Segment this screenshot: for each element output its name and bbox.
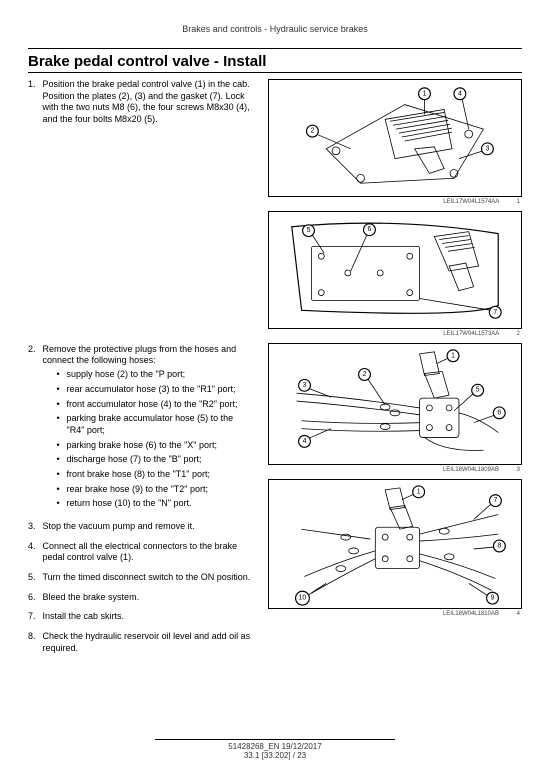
content-area: 1. Position the brake pedal control valv…: [28, 79, 522, 663]
callout-6: 6: [497, 409, 501, 416]
step-text: Install the cab skirts.: [43, 611, 253, 623]
step-num: 3.: [28, 521, 40, 533]
callout-1: 1: [451, 352, 455, 359]
step-4: 4. Connect all the electrical connectors…: [28, 541, 258, 564]
fig-ref: LEIL18W04L1809AB: [443, 467, 499, 473]
page-header: Brakes and controls - Hydraulic service …: [28, 24, 522, 34]
step-1: 1. Position the brake pedal control valv…: [28, 79, 258, 126]
callout-5: 5: [307, 227, 311, 234]
step-text: Connect all the electrical connectors to…: [43, 541, 253, 564]
callout-5: 5: [476, 387, 480, 394]
list-item: front accumulator hose (4) to the "R2" p…: [57, 399, 253, 411]
left-column: 1. Position the brake pedal control valv…: [28, 79, 258, 663]
step-num: 1.: [28, 79, 40, 91]
list-item: parking brake accumulator hose (5) to th…: [57, 413, 253, 436]
page-footer: 51428268_EN 19/12/2017 33.1 [33.202] / 2…: [0, 739, 550, 760]
fig-ref: LEIL17W04L1573AA: [443, 331, 499, 337]
step-num: 5.: [28, 572, 40, 584]
callout-1: 1: [417, 488, 421, 495]
spacer: [28, 134, 258, 344]
step-text: Remove the protective plugs from the hos…: [43, 344, 253, 513]
callout-9: 9: [491, 595, 495, 602]
figure-1-caption: LEIL17W04L1574AA 1: [268, 199, 522, 205]
callout-10: 10: [299, 595, 307, 602]
step-7: 7. Install the cab skirts.: [28, 611, 258, 623]
page-title: Brake pedal control valve - Install: [28, 48, 522, 73]
list-item: parking brake hose (6) to the "X" port;: [57, 440, 253, 452]
footer-line2: 33.1 [33.202] / 23: [0, 751, 550, 760]
callout-4: 4: [303, 438, 307, 445]
figure-2-caption: LEIL17W04L1573AA 2: [268, 331, 522, 337]
step-text: Bleed the brake system.: [43, 592, 253, 604]
figure-1: 1 2 3 4: [268, 79, 522, 197]
list-item: rear brake hose (9) to the "T2" port;: [57, 484, 253, 496]
step-num: 6.: [28, 592, 40, 604]
fig-num: 4: [517, 611, 520, 617]
list-item: front brake hose (8) to the "T1" port;: [57, 469, 253, 481]
callout-3: 3: [303, 382, 307, 389]
footer-line1: 51428268_EN 19/12/2017: [0, 742, 550, 751]
figure-3-caption: LEIL18W04L1809AB 3: [268, 467, 522, 473]
callout-2: 2: [363, 371, 367, 378]
step-3: 3. Stop the vacuum pump and remove it.: [28, 521, 258, 533]
hose-list: supply hose (2) to the "P port; rear acc…: [57, 369, 253, 510]
step-text: Check the hydraulic reservoir oil level …: [43, 631, 253, 654]
figure-4: 1 7 8 9 10: [268, 479, 522, 609]
list-item: rear accumulator hose (3) to the "R1" po…: [57, 384, 253, 396]
step-num: 4.: [28, 541, 40, 553]
fig-num: 2: [517, 331, 520, 337]
fig-num: 3: [517, 467, 520, 473]
callout-3: 3: [485, 145, 489, 152]
callout-4: 4: [458, 90, 462, 97]
step-text: Turn the timed disconnect switch to the …: [43, 572, 253, 584]
list-item: return hose (10) to the "N" port.: [57, 498, 253, 510]
step-2: 2. Remove the protective plugs from the …: [28, 344, 258, 513]
callout-1: 1: [423, 90, 427, 97]
list-item: discharge hose (7) to the "B" port;: [57, 454, 253, 466]
list-item: supply hose (2) to the "P port;: [57, 369, 253, 381]
step-text: Stop the vacuum pump and remove it.: [43, 521, 253, 533]
callout-2: 2: [311, 128, 315, 135]
fig-ref: LEIL18W04L1810AB: [443, 611, 499, 617]
step-num: 8.: [28, 631, 40, 643]
step-text: Position the brake pedal control valve (…: [43, 79, 253, 126]
step-8: 8. Check the hydraulic reservoir oil lev…: [28, 631, 258, 654]
step-5: 5. Turn the timed disconnect switch to t…: [28, 572, 258, 584]
right-column: 1 2 3 4 LEIL17W04L1574AA 1: [268, 79, 522, 663]
callout-6: 6: [368, 226, 372, 233]
step-6: 6. Bleed the brake system.: [28, 592, 258, 604]
step-2-intro: Remove the protective plugs from the hos…: [43, 344, 237, 366]
figure-2: 5 6 7: [268, 211, 522, 329]
figure-4-caption: LEIL18W04L1810AB 4: [268, 611, 522, 617]
step-num: 7.: [28, 611, 40, 623]
callout-7: 7: [493, 309, 497, 316]
fig-num: 1: [517, 199, 520, 205]
fig-ref: LEIL17W04L1574AA: [443, 199, 499, 205]
step-num: 2.: [28, 344, 40, 356]
figure-3: 1 2 3 4 5 6: [268, 343, 522, 465]
callout-7: 7: [494, 497, 498, 504]
callout-8: 8: [497, 542, 501, 549]
